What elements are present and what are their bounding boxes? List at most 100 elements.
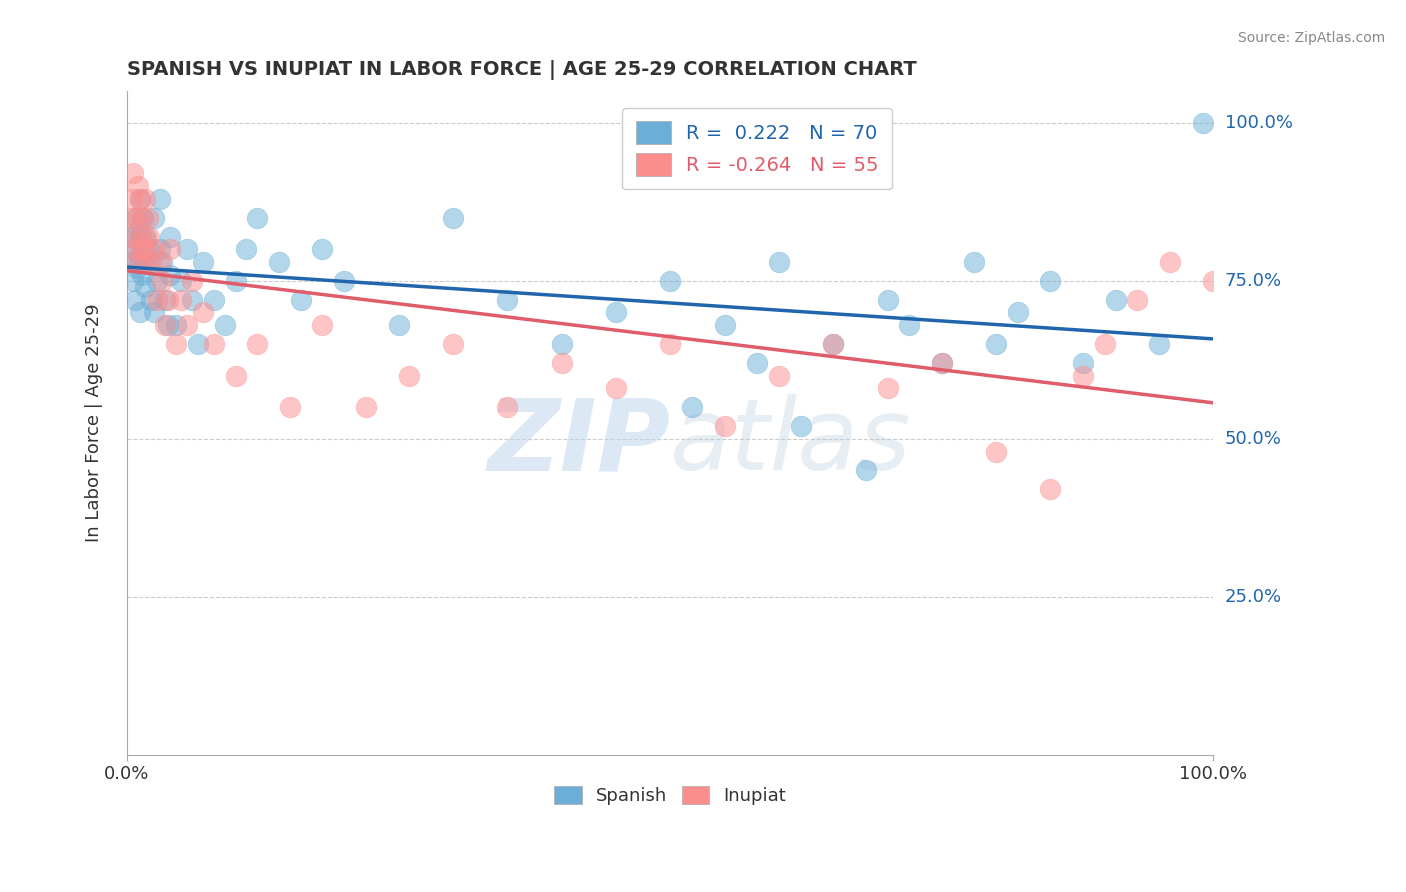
Point [496,293,519,307]
Point [659,337,682,351]
Point [170,274,193,288]
Point [170,293,193,307]
Point [931,356,953,370]
Point [134,255,156,269]
Point [202,293,225,307]
Point [146,274,169,288]
Point [135,229,157,244]
Point [267,255,290,269]
Point [138,229,160,244]
Point [246,337,269,351]
Point [138,242,160,256]
Point [963,255,986,269]
Point [176,242,198,256]
Point [136,211,159,225]
Point [122,274,145,288]
Point [1202,274,1225,288]
Point [354,401,377,415]
Point [120,242,142,256]
Point [681,401,703,415]
Point [181,293,204,307]
Point [121,192,143,206]
Point [246,211,269,225]
Point [159,268,181,282]
Point [143,211,166,225]
Point [225,274,247,288]
Point [127,179,149,194]
Point [129,242,152,256]
Point [713,318,735,332]
Point [128,229,150,244]
Point [134,192,156,206]
Point [1039,274,1062,288]
Point [659,274,682,288]
Text: ZIP: ZIP [488,394,671,491]
Point [148,242,170,256]
Point [132,211,155,225]
Point [157,318,180,332]
Point [128,249,150,263]
Point [148,255,170,269]
Point [1094,337,1116,351]
Point [139,255,162,269]
Text: 50.0%: 50.0% [1225,430,1281,448]
Point [550,356,572,370]
Point [1071,368,1094,383]
Point [1126,293,1149,307]
Text: 25.0%: 25.0% [1225,588,1282,606]
Point [235,242,257,256]
Point [136,255,159,269]
Point [789,419,811,434]
Point [387,318,409,332]
Point [214,318,236,332]
Point [129,305,152,319]
Point [127,223,149,237]
Point [176,318,198,332]
Point [768,368,790,383]
Point [1071,356,1094,370]
Point [165,318,187,332]
Point [120,229,142,244]
Point [122,166,145,180]
Point [823,337,845,351]
Point [713,419,735,434]
Point [125,261,148,276]
Point [876,381,898,395]
Point [931,356,953,370]
Point [290,293,312,307]
Point [278,401,301,415]
Text: SPANISH VS INUPIAT IN LABOR FORCE | AGE 25-29 CORRELATION CHART: SPANISH VS INUPIAT IN LABOR FORCE | AGE … [127,60,917,79]
Point [823,337,845,351]
Point [745,356,768,370]
Point [135,242,157,256]
Point [186,337,208,351]
Point [159,229,181,244]
Point [986,444,1008,458]
Point [150,274,173,288]
Point [855,463,877,477]
Point [121,255,143,269]
Point [150,255,173,269]
Point [146,293,169,307]
Point [333,274,356,288]
Point [1191,116,1213,130]
Point [131,268,153,282]
Point [132,255,155,269]
Point [898,318,921,332]
Point [1039,483,1062,497]
Point [1007,305,1029,319]
Point [202,337,225,351]
Point [225,368,247,383]
Point [124,293,146,307]
Point [1147,337,1170,351]
Point [157,293,180,307]
Point [768,255,790,269]
Point [132,242,155,256]
Text: atlas: atlas [671,394,912,491]
Point [134,280,156,294]
Text: Source: ZipAtlas.com: Source: ZipAtlas.com [1237,31,1385,45]
Point [129,229,152,244]
Text: 75.0%: 75.0% [1225,272,1282,290]
Point [125,255,148,269]
Y-axis label: In Labor Force | Age 25-29: In Labor Force | Age 25-29 [86,304,103,542]
